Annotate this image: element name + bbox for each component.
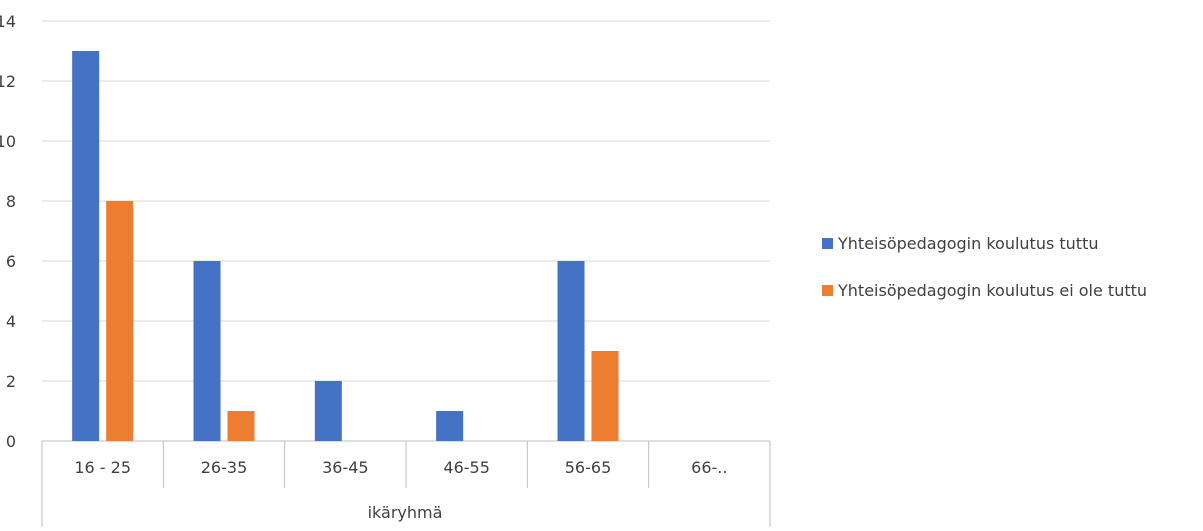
y-tick-label: 10 — [0, 132, 16, 151]
bar-tuttu — [436, 411, 464, 441]
x-tick-label: 36-45 — [322, 458, 369, 477]
legend-label: Yhteisöpedagogin koulutus ei ole tuttu — [837, 281, 1147, 300]
y-tick-label: 12 — [0, 72, 16, 91]
y-tick-label: 0 — [6, 432, 16, 451]
gridlines — [42, 20, 770, 442]
bar-tuttu — [193, 261, 221, 441]
y-tick-label: 4 — [6, 312, 16, 331]
x-tick-label: 46-55 — [443, 458, 490, 477]
bar-ei-tuttu — [227, 411, 255, 441]
x-tick-label: 56-65 — [565, 458, 612, 477]
bar-tuttu — [314, 381, 342, 441]
x-tick-label: 66-.. — [691, 458, 727, 477]
x-axis: 16 - 25 26-35 36-45 46-55 56-65 66-.. — [41, 441, 771, 527]
legend-swatch — [822, 285, 833, 296]
y-axis-ticks: 0 2 4 6 8 10 12 14 — [0, 12, 16, 451]
x-axis-title: ikäryhmä — [368, 503, 443, 522]
bars — [72, 51, 619, 441]
y-tick-label: 6 — [6, 252, 16, 271]
legend-swatch — [822, 238, 833, 249]
legend: Yhteisöpedagogin koulutus tuttu Yhteisöpe… — [822, 234, 1147, 300]
bar-tuttu — [557, 261, 585, 441]
bar-tuttu — [72, 51, 100, 441]
bar-ei-tuttu — [591, 351, 619, 441]
legend-label: Yhteisöpedagogin koulutus tuttu — [837, 234, 1098, 253]
y-tick-label: 14 — [0, 12, 16, 31]
bar-ei-tuttu — [106, 201, 134, 441]
x-tick-label: 26-35 — [201, 458, 248, 477]
y-tick-label: 2 — [6, 372, 16, 391]
y-tick-label: 8 — [6, 192, 16, 211]
x-tick-label: 16 - 25 — [74, 458, 131, 477]
